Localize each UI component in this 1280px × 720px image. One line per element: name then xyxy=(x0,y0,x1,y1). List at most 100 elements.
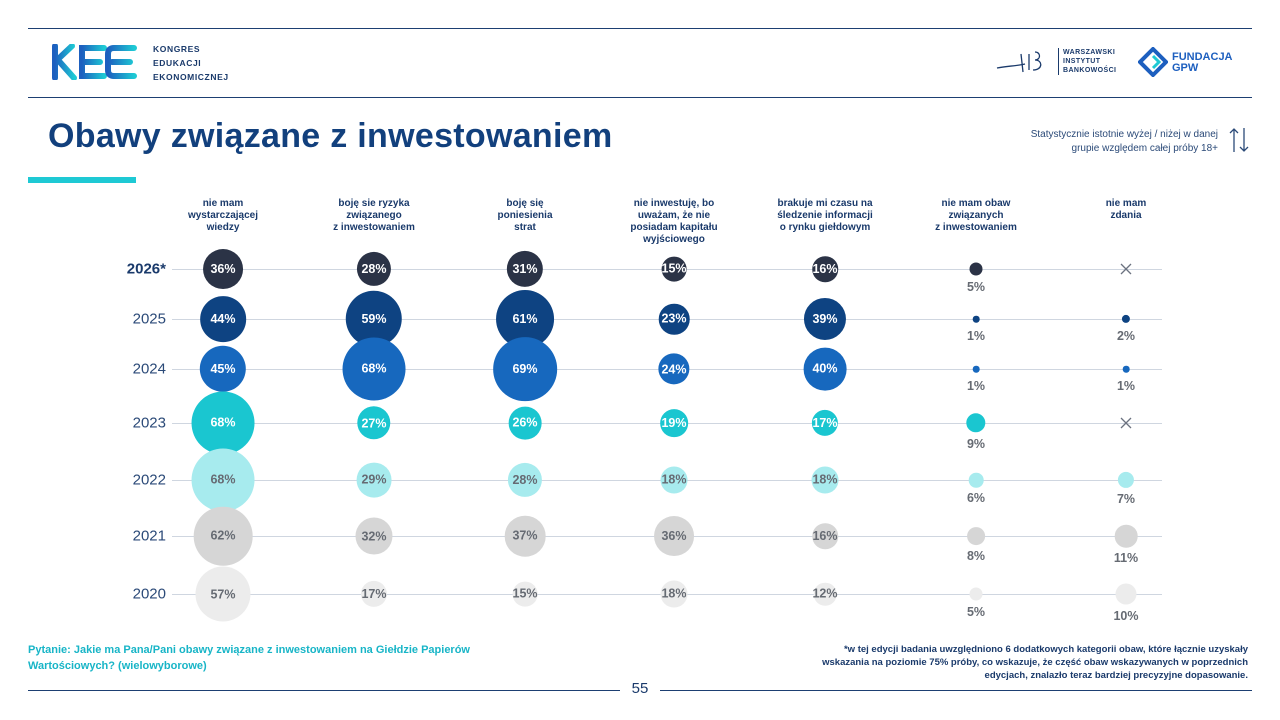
data-label: 17% xyxy=(812,415,838,430)
category-label-line: wystarczającej xyxy=(187,210,259,221)
data-label: 18% xyxy=(661,586,687,601)
category-label: boję sie ryzyka związanego z inwestowaniem xyxy=(309,198,439,234)
data-bubble: 26% xyxy=(508,406,542,440)
category-label: nie mam zdania xyxy=(1061,198,1191,222)
year-label: 2023 xyxy=(132,414,166,432)
data-bubble: 39% xyxy=(803,297,847,341)
wib-name: WARSZAWSKI INSTYTUT BANKOWOŚCI xyxy=(1058,48,1116,75)
footnote: *w tej edycji badania uwzględniono 6 dod… xyxy=(822,644,1248,681)
data-label: 1% xyxy=(966,329,986,343)
note-line: grupie względem całej próby 18+ xyxy=(1071,143,1218,154)
data-bubble xyxy=(969,262,983,276)
wib-signature-icon xyxy=(996,51,1042,73)
data-bubble xyxy=(1122,365,1130,373)
data-bubble xyxy=(972,365,980,373)
page-number: 55 xyxy=(631,680,649,697)
category-label-line: wiedzy xyxy=(206,222,240,233)
data-bubble: 68% xyxy=(191,448,255,512)
data-bubble: 15% xyxy=(661,256,687,282)
data-label: 36% xyxy=(210,262,236,276)
data-label: 11% xyxy=(1113,551,1139,566)
data-label: 44% xyxy=(210,311,236,326)
category-label-line: poniesienia xyxy=(497,210,553,221)
data-label: 7% xyxy=(1116,492,1136,507)
data-label: 62% xyxy=(210,529,236,543)
significance-note: Statystycznie istotnie wyżej / niżej w d… xyxy=(958,128,1218,156)
category-label-line: wyjściowego xyxy=(643,234,705,245)
data-bubble: 29% xyxy=(356,462,392,498)
data-label: 18% xyxy=(661,472,687,487)
cross-icon xyxy=(1120,417,1132,429)
category-label-line: boję się xyxy=(506,198,544,209)
logo-line: EKONOMICZNEJ xyxy=(153,72,229,82)
data-label: 6% xyxy=(966,491,986,506)
data-label: 16% xyxy=(812,261,838,276)
data-label: 32% xyxy=(361,529,387,543)
data-label: 27% xyxy=(361,416,387,430)
data-label: 68% xyxy=(210,472,236,487)
category-label-line: z inwestowaniem xyxy=(333,222,415,233)
data-label: 29% xyxy=(361,473,387,487)
partner-line: GPW xyxy=(1172,62,1199,74)
category-label-line: związanych xyxy=(948,210,1004,221)
kee-logo-icon xyxy=(52,44,137,80)
data-label: 5% xyxy=(966,604,986,619)
data-label: 15% xyxy=(661,261,687,276)
data-bubble: 44% xyxy=(200,296,246,342)
category-label-line: nie inwestuję, bo xyxy=(633,198,715,209)
data-label: 28% xyxy=(361,262,387,276)
data-bubble: 18% xyxy=(811,466,839,494)
partner-line: BANKOWOŚCI xyxy=(1063,67,1117,74)
data-label: 17% xyxy=(361,586,387,601)
category-label-line: zdania xyxy=(1110,210,1142,221)
data-label: 1% xyxy=(1116,379,1136,393)
data-label: 61% xyxy=(512,312,538,326)
data-bubble xyxy=(1117,471,1135,489)
note-line: Statystycznie istotnie wyżej / niżej w d… xyxy=(1030,129,1218,140)
data-bubble: 23% xyxy=(658,303,690,335)
bottom-rule xyxy=(660,690,1252,691)
category-label-line: nie mam obaw xyxy=(941,198,1011,209)
category-label: nie inwestuję, bo uważam, że nie posiadam … xyxy=(609,198,739,246)
congress-name: KONGRES EDUKACJI EKONOMICZNEJ xyxy=(153,42,229,84)
data-bubble: 31% xyxy=(506,250,544,288)
data-label: 10% xyxy=(1113,608,1139,623)
data-bubble: 32% xyxy=(355,517,393,555)
data-bubble xyxy=(968,472,984,488)
data-bubble: 28% xyxy=(356,251,392,287)
category-label-line: posiadam kapitału xyxy=(630,222,718,233)
data-label: 39% xyxy=(812,311,838,326)
data-label: 28% xyxy=(512,473,538,487)
category-label-line: nie mam xyxy=(1105,198,1147,209)
cross-icon xyxy=(1120,263,1132,275)
data-bubble: 19% xyxy=(660,409,688,437)
data-bubble xyxy=(969,587,983,601)
data-label: 9% xyxy=(966,436,986,451)
title-accent-bar xyxy=(28,177,136,183)
data-bubble: 36% xyxy=(203,249,243,289)
category-label-line: związanego xyxy=(346,210,402,221)
data-bubble: 18% xyxy=(660,580,688,608)
category-label: nie mam wystarczającej wiedzy xyxy=(158,198,288,234)
data-bubble xyxy=(1121,314,1131,324)
top-rule xyxy=(28,28,1252,29)
data-label: 26% xyxy=(512,416,538,430)
data-label: 57% xyxy=(210,587,236,601)
category-label-line: brakuje mi czasu na xyxy=(777,198,873,209)
category-label-line: strat xyxy=(514,222,536,233)
data-bubble xyxy=(1115,583,1137,605)
data-bubble: 16% xyxy=(812,256,838,282)
data-bubble: 68% xyxy=(191,391,255,455)
data-bubble: 62% xyxy=(193,506,253,566)
category-label: brakuje mi czasu na śledzenie informacji o… xyxy=(760,198,890,234)
gpw-name: FUNDACJA GPW xyxy=(1172,52,1233,74)
year-label: 2020 xyxy=(132,585,166,603)
data-label: 69% xyxy=(512,361,538,376)
data-bubble: 15% xyxy=(512,581,538,607)
gpw-logo-icon xyxy=(1138,47,1168,77)
partner-line: INSTYTUT xyxy=(1063,58,1101,65)
partner-line: WARSZAWSKI xyxy=(1063,49,1116,56)
data-bubble: 40% xyxy=(803,347,847,391)
data-label: 23% xyxy=(661,311,687,326)
data-label: 5% xyxy=(966,279,986,294)
